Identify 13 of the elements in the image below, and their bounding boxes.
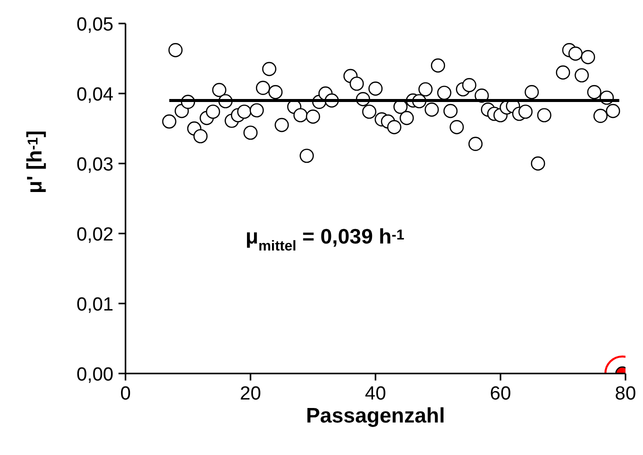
x-tick-label: 0 [120,384,131,404]
y-tick-label: 0,00 [76,364,114,386]
x-tick-label: 80 [614,384,636,404]
y-tick-label: 0,02 [76,224,114,246]
x-tick-label: 60 [490,384,512,404]
y-tick-label: 0,03 [76,154,114,176]
x-tick-label: 40 [364,384,386,404]
y-tick-label: 0,05 [76,14,114,36]
x-axis-title: Passagenzahl [306,404,445,428]
x-tick-label: 20 [240,384,262,404]
y-axis-title: μ' [h-1] [24,130,46,194]
y-tick-label: 0,04 [76,84,114,106]
y-tick-label: 0,01 [76,294,114,316]
